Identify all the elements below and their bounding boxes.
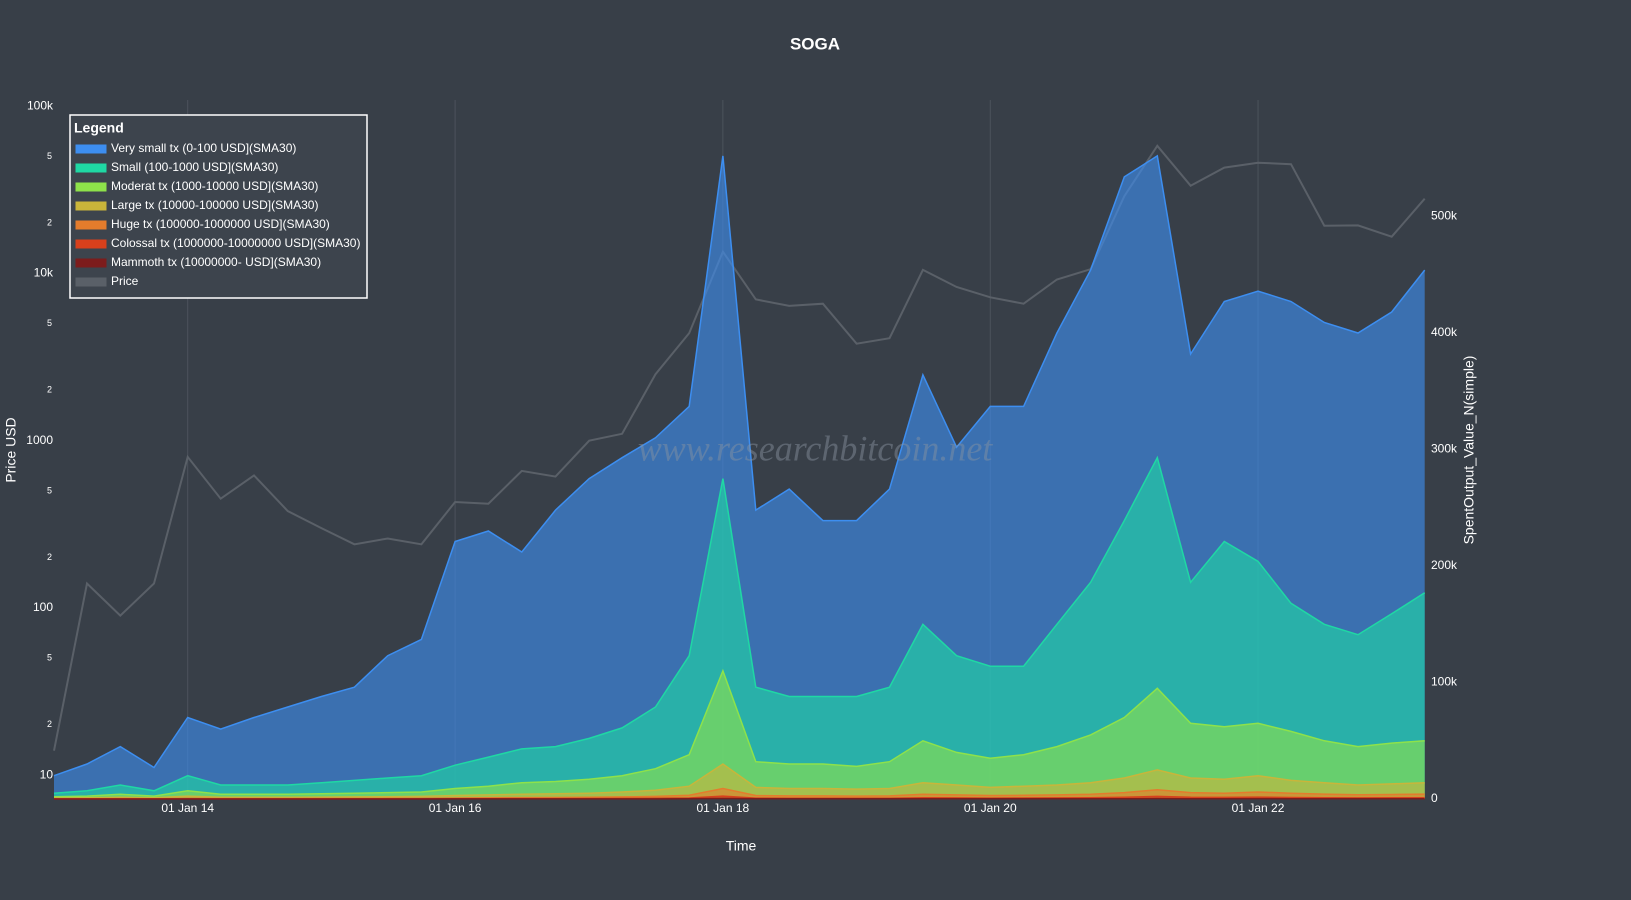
- x-tick-label: 01 Jan 18: [697, 801, 750, 815]
- y-tick-label: 2: [47, 218, 52, 228]
- legend-label: Large tx (10000-100000 USD](SMA30): [111, 198, 318, 212]
- x-tick-label: 01 Jan 22: [1232, 801, 1285, 815]
- area-fill: [54, 764, 1425, 799]
- y-tick-label: 5: [47, 485, 52, 495]
- y-tick-label: 1000: [26, 433, 53, 447]
- y2-tick-label: 400k: [1431, 325, 1458, 339]
- legend-label: Price: [111, 274, 139, 288]
- y-tick-label: 2: [47, 719, 52, 729]
- price-line: [53, 144, 1426, 751]
- y-tick-label: 5: [47, 318, 52, 328]
- y2-tick-label: 0: [1431, 791, 1438, 805]
- y2-tick-label: 200k: [1431, 558, 1458, 572]
- legend-label: Colossal tx (1000000-10000000 USD](SMA30…: [111, 236, 360, 250]
- x-tick-label: 01 Jan 14: [161, 801, 214, 815]
- area-fill: [54, 788, 1425, 799]
- watermark: www.researchbitcoin.net: [638, 428, 994, 468]
- area-line: [53, 763, 1425, 799]
- legend-swatch: [75, 239, 107, 249]
- legend-swatch: [75, 163, 107, 173]
- legend-label: Mammoth tx (10000000- USD](SMA30): [111, 255, 321, 269]
- area-line: [53, 154, 1426, 777]
- y-tick-label: 10k: [34, 266, 54, 280]
- legend-label: Very small tx (0-100 USD](SMA30): [111, 141, 296, 155]
- area-line: [54, 797, 1425, 800]
- y-tick-label: 5: [47, 653, 52, 663]
- legend-swatch: [75, 201, 107, 211]
- legend-label: Small (100-1000 USD](SMA30): [111, 160, 278, 174]
- y-axis-title: Price USD: [3, 417, 19, 482]
- area-line: [53, 455, 1426, 794]
- plot-area: [53, 100, 1426, 800]
- legend-swatch: [75, 144, 107, 154]
- legend: Legend Very small tx (0-100 USD](SMA30) Sm…: [69, 114, 368, 299]
- y2-axis-title: SpentOutput_Value_N(simple): [1461, 356, 1477, 545]
- legend-label: Huge tx (100000-1000000 USD](SMA30): [111, 217, 330, 231]
- legend-label: Moderat tx (1000-10000 USD](SMA30): [111, 179, 318, 193]
- x-tick-label: 01 Jan 20: [964, 801, 1017, 815]
- legend-swatch: [75, 220, 107, 230]
- y-tick-label: 100k: [27, 98, 54, 112]
- area-fill: [54, 457, 1425, 799]
- y-tick-label: 100: [33, 600, 53, 614]
- y-tick-label: 2: [47, 385, 52, 395]
- x-axis-title: Time: [726, 838, 757, 854]
- chart-title: SOGA: [790, 34, 840, 53]
- legend-box: [69, 114, 368, 299]
- legend-title: Legend: [74, 120, 124, 136]
- y-tick-label: 2: [47, 552, 52, 562]
- legend-swatch: [75, 277, 107, 287]
- y2-tick-label: 500k: [1431, 209, 1458, 223]
- y2-tick-label: 300k: [1431, 442, 1458, 456]
- area-fill: [54, 670, 1425, 799]
- legend-swatch: [75, 182, 107, 192]
- y2-tick-label: 100k: [1431, 675, 1458, 689]
- y-tick-label: 5: [47, 151, 52, 161]
- area-line: [53, 668, 1425, 798]
- legend-swatch: [75, 258, 107, 268]
- x-tick-label: 01 Jan 16: [429, 801, 482, 815]
- y-tick-label: 10: [40, 767, 54, 781]
